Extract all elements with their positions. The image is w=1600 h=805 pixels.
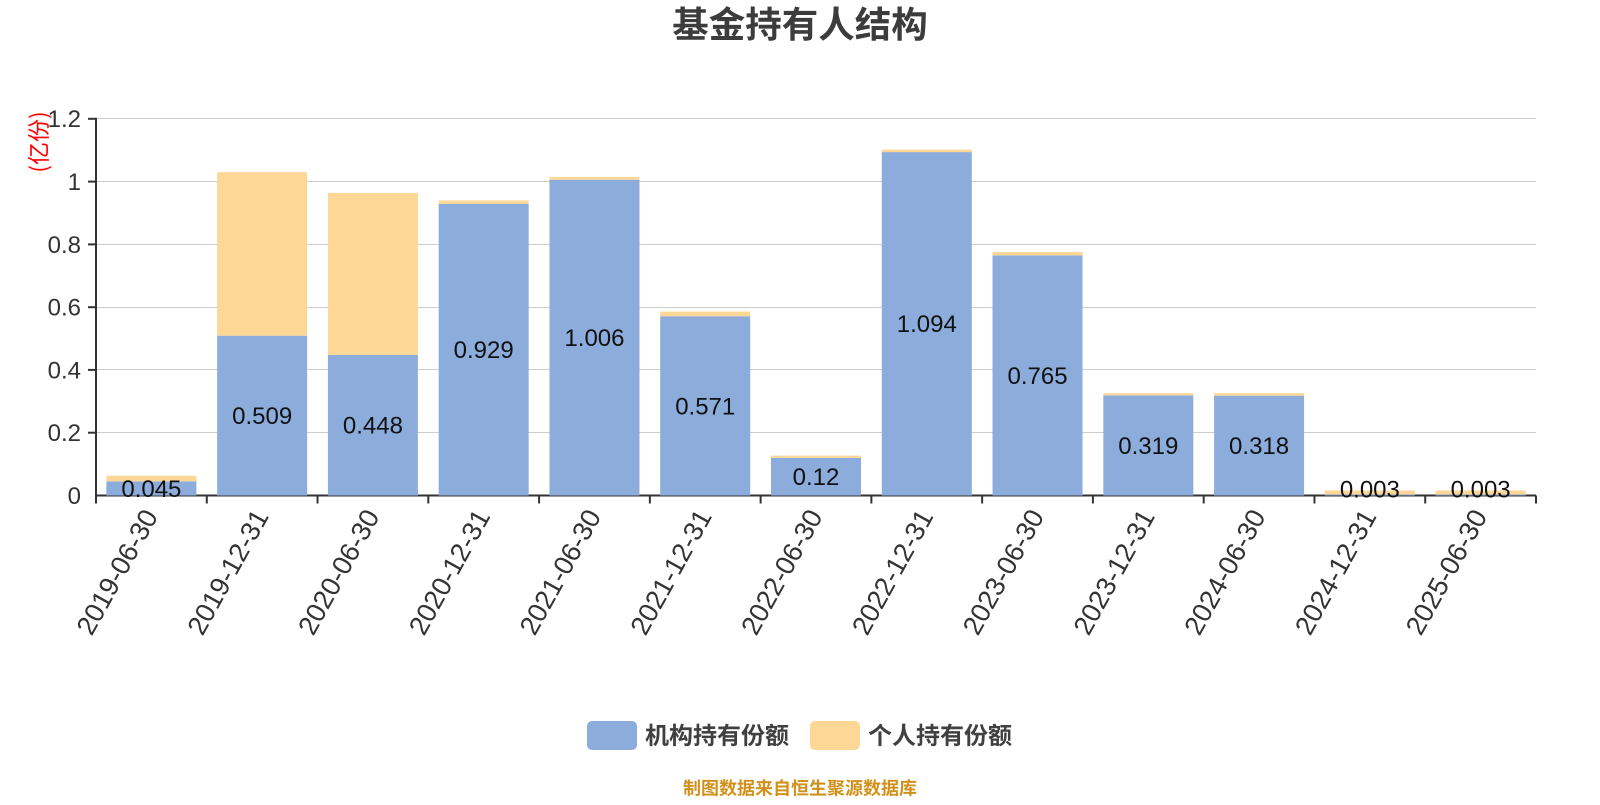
- svg-text:0.003: 0.003: [1340, 476, 1400, 503]
- svg-text:1: 1: [68, 169, 81, 196]
- svg-text:0.929: 0.929: [454, 337, 514, 364]
- svg-text:0.2: 0.2: [48, 420, 81, 447]
- svg-text:1.2: 1.2: [48, 106, 81, 133]
- svg-text:0.6: 0.6: [48, 295, 81, 322]
- svg-text:0.319: 0.319: [1118, 433, 1178, 460]
- svg-text:0.765: 0.765: [1008, 363, 1068, 390]
- svg-text:1.006: 1.006: [564, 325, 624, 352]
- svg-text:0.448: 0.448: [343, 413, 403, 440]
- svg-text:0.4: 0.4: [48, 357, 81, 384]
- svg-text:0.12: 0.12: [793, 464, 840, 491]
- svg-text:0.318: 0.318: [1229, 433, 1289, 460]
- svg-text:0.509: 0.509: [232, 403, 292, 430]
- svg-text:0: 0: [68, 483, 81, 510]
- svg-text:0.045: 0.045: [121, 476, 181, 503]
- svg-text:1.094: 1.094: [897, 311, 957, 338]
- svg-text:0.571: 0.571: [675, 393, 735, 420]
- svg-text:0.8: 0.8: [48, 232, 81, 259]
- svg-text:0.003: 0.003: [1451, 476, 1511, 503]
